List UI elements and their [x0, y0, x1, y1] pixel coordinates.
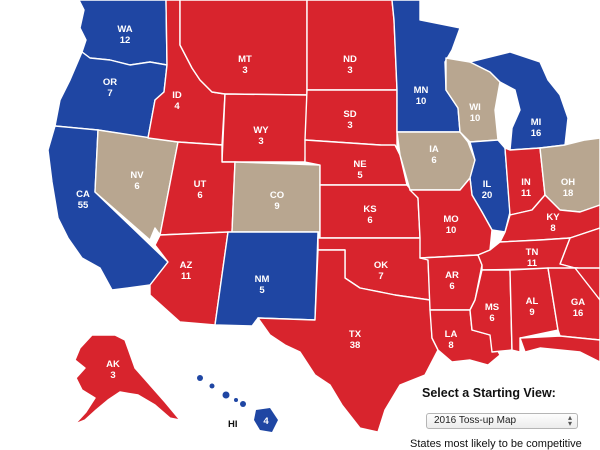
state-nd[interactable]	[306, 0, 398, 91]
starting-view-select[interactable]: 2016 Toss-up Map ▴ ▾	[426, 413, 578, 429]
state-mo[interactable]	[409, 177, 493, 259]
state-tn[interactable]	[477, 237, 576, 271]
state-fl[interactable]	[519, 335, 600, 363]
state-ar[interactable]	[419, 254, 483, 311]
state-nm[interactable]	[214, 231, 319, 327]
state-wa[interactable]	[78, 0, 168, 66]
state-tx[interactable]	[257, 249, 439, 433]
state-ks[interactable]	[319, 184, 421, 239]
state-ia[interactable]	[396, 131, 476, 191]
state-hi[interactable]	[197, 375, 278, 432]
state-co[interactable]	[231, 161, 321, 233]
state-ne[interactable]	[304, 139, 408, 186]
state-wy[interactable]	[221, 93, 308, 163]
competitive-states-text: States most likely to be competitive	[410, 438, 582, 450]
select-value: 2016 Toss-up Map	[434, 415, 517, 426]
state-ky[interactable]	[499, 194, 600, 243]
starting-view-title: Select a Starting View:	[422, 386, 556, 400]
hawaii-label: HI	[228, 419, 238, 430]
state-sd[interactable]	[304, 89, 398, 149]
starting-view-panel: Select a Starting View: 2016 Toss-up Map…	[408, 386, 600, 450]
select-arrows-icon: ▴ ▾	[567, 413, 572, 428]
state-sc[interactable]	[574, 267, 600, 301]
state-ak[interactable]	[74, 334, 181, 425]
